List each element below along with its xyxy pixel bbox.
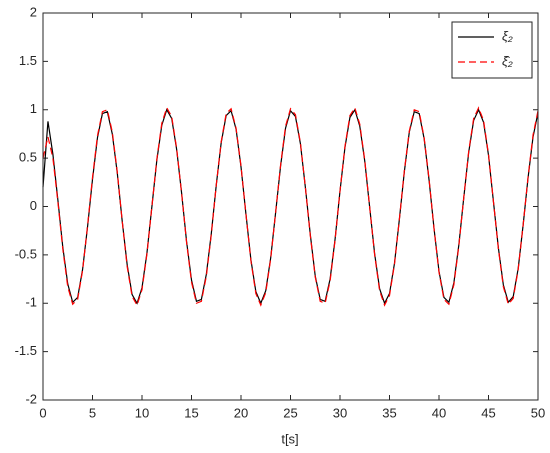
x-tick-label: 45	[481, 405, 495, 420]
x-tick-label: 25	[283, 405, 297, 420]
x-tick-label: 10	[135, 405, 149, 420]
data-line	[42, 106, 539, 307]
y-tick-label: -2	[25, 391, 37, 406]
legend-box	[451, 21, 533, 79]
axes-box	[42, 12, 539, 401]
x-tick-label: 50	[531, 405, 545, 420]
x-tick-label: 5	[89, 405, 96, 420]
x-tick-label: 30	[333, 405, 347, 420]
x-tick-label: 15	[184, 405, 198, 420]
x-tick-label: 20	[234, 405, 248, 420]
legend-label: ξ̂₂	[502, 53, 513, 68]
legend-label: ξ₂	[502, 28, 513, 43]
y-tick-label: 0.5	[19, 150, 37, 165]
x-tick-label: 0	[39, 405, 46, 420]
x-tick-label: 40	[432, 405, 446, 420]
y-tick-label: 2	[30, 4, 37, 19]
y-tick-label: 1.5	[19, 53, 37, 68]
y-tick-label: -0.5	[15, 246, 37, 261]
y-tick-label: -1	[25, 295, 37, 310]
y-tick-label: 0	[30, 198, 37, 213]
y-tick-label: -1.5	[15, 343, 37, 358]
x-tick-label: 35	[382, 405, 396, 420]
x-axis-label: t[s]	[281, 431, 298, 446]
y-tick-label: 1	[30, 101, 37, 116]
